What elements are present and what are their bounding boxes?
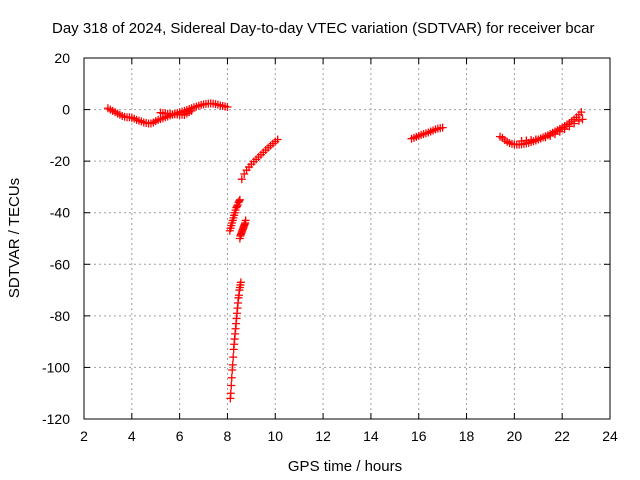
y-tick-label: -40 bbox=[50, 205, 70, 221]
data-point bbox=[565, 122, 574, 131]
series-seg7 bbox=[496, 108, 586, 149]
y-tick-label: -100 bbox=[42, 359, 70, 375]
data-point bbox=[541, 133, 550, 142]
data-point bbox=[227, 373, 236, 382]
x-tick-label: 8 bbox=[224, 428, 232, 444]
x-tick-label: 2 bbox=[80, 428, 88, 444]
data-point bbox=[227, 381, 236, 390]
x-tick-label: 12 bbox=[315, 428, 331, 444]
series-seg5 bbox=[237, 135, 282, 184]
y-tick-label: -120 bbox=[42, 411, 70, 427]
data-point bbox=[226, 389, 235, 398]
series-seg7b bbox=[517, 115, 587, 146]
x-tick-label: 22 bbox=[554, 428, 570, 444]
series-seg1b bbox=[156, 106, 196, 119]
chart-title: Day 318 of 2024, Sidereal Day-to-day VTE… bbox=[52, 20, 594, 37]
data-point bbox=[577, 108, 586, 117]
x-tick-label: 14 bbox=[363, 428, 379, 444]
x-axis-title: GPS time / hours bbox=[288, 458, 402, 475]
series-seg4 bbox=[235, 216, 250, 243]
data-point bbox=[578, 115, 587, 124]
x-tick-label: 20 bbox=[507, 428, 523, 444]
data-point bbox=[229, 353, 238, 362]
data-point bbox=[560, 125, 569, 134]
series-seg3 bbox=[226, 278, 245, 403]
series-seg2 bbox=[225, 195, 244, 235]
plot-frame bbox=[83, 57, 611, 420]
data-point bbox=[235, 197, 244, 206]
x-tick-label: 24 bbox=[602, 428, 618, 444]
x-axis-ticks: 2 4 6 8 10 12 14 16 18 20 22 24 bbox=[80, 58, 618, 444]
y-tick-label: 20 bbox=[54, 50, 70, 66]
data-point bbox=[236, 278, 245, 287]
data-point bbox=[555, 127, 564, 136]
data-point bbox=[531, 135, 540, 144]
y-tick-label: -80 bbox=[50, 308, 70, 324]
x-tick-label: 18 bbox=[459, 428, 475, 444]
data-point bbox=[228, 360, 237, 369]
data-point bbox=[223, 102, 232, 111]
y-axis-ticks: -120 -100 -80 -60 -40 -20 0 20 bbox=[42, 50, 610, 427]
x-tick-label: 10 bbox=[267, 428, 283, 444]
x-tick-label: 4 bbox=[128, 428, 136, 444]
data-point bbox=[233, 202, 242, 211]
data-point bbox=[438, 123, 447, 132]
data-point bbox=[235, 195, 244, 204]
series-seg6 bbox=[407, 123, 447, 143]
y-tick-label: 0 bbox=[62, 102, 70, 118]
y-tick-label: -20 bbox=[50, 153, 70, 169]
data-point bbox=[570, 119, 579, 128]
data-point bbox=[273, 135, 282, 144]
data-point bbox=[546, 131, 555, 140]
x-tick-label: 16 bbox=[411, 428, 427, 444]
y-axis-title: SDTVAR / TECUs bbox=[6, 178, 23, 298]
data-points bbox=[103, 99, 587, 403]
data-point bbox=[241, 216, 250, 225]
x-tick-label: 6 bbox=[176, 428, 184, 444]
data-point bbox=[536, 134, 545, 143]
data-point bbox=[574, 116, 583, 125]
data-point bbox=[551, 130, 560, 139]
data-point bbox=[237, 175, 246, 184]
y-tick-label: -60 bbox=[50, 256, 70, 272]
data-point bbox=[187, 106, 196, 115]
